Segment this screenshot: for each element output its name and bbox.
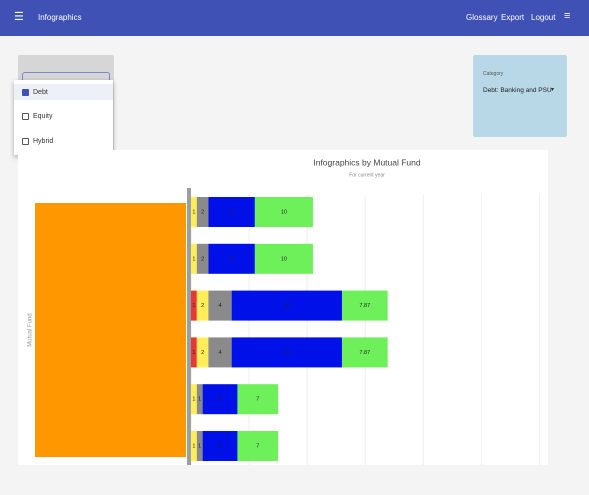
chart-title: Infographics by Mutual Fund	[313, 157, 421, 167]
bar-segment	[202, 431, 238, 461]
bar-segment	[231, 290, 342, 321]
segment-label: 2	[201, 303, 204, 309]
bar-segment	[208, 290, 232, 321]
segment-label: 1	[192, 443, 195, 449]
bar-segment	[231, 337, 342, 368]
bar-segment	[341, 337, 388, 368]
app-title: Infographics	[38, 13, 82, 22]
bar-segment	[237, 384, 279, 415]
nav-link[interactable]: Glossary	[466, 13, 498, 22]
chart-subtitle: For current year	[349, 172, 385, 178]
segment-label: 19	[284, 303, 290, 309]
menu-icon[interactable]: ☰	[14, 11, 24, 23]
segment-label: 1	[192, 397, 195, 403]
segment-label: 7.87	[359, 350, 370, 356]
bar-segment	[196, 290, 209, 321]
checkbox[interactable]	[22, 138, 29, 145]
nav-link[interactable]: Export	[501, 13, 525, 22]
segment-label: 7.87	[359, 303, 370, 309]
segment-label: 2	[201, 256, 204, 262]
segment-label: 10	[281, 209, 287, 215]
bar-segment	[208, 243, 255, 274]
dropdown-menu: Debt Equity Hybrid	[14, 80, 113, 155]
bar-segment	[237, 431, 279, 461]
option-label: Hybrid	[33, 138, 54, 145]
segment-label: 8	[230, 256, 233, 262]
nav-link[interactable]: Logout	[531, 13, 556, 22]
category-card: Category Debt: Banking and PSU ▾	[473, 55, 567, 137]
segment-label: 1	[192, 209, 195, 215]
segment-label: 6	[219, 397, 222, 403]
category-label: Category	[483, 71, 504, 77]
segment-label: 2	[201, 350, 204, 356]
segment-label: 19	[284, 350, 290, 356]
bar-segment	[191, 384, 197, 415]
bar-segment	[254, 243, 313, 274]
bar-segment	[196, 337, 209, 368]
y-axis-label: Mutual Fund	[28, 313, 34, 346]
menu-option[interactable]: Hybrid	[22, 138, 53, 145]
bar-segment	[202, 384, 238, 415]
segment-label: 2	[201, 209, 204, 215]
menu-option[interactable]: Debt	[14, 84, 113, 100]
app-bar: ☰ Infographics Glossary Export Logout ≡	[0, 0, 589, 36]
overlay-block	[35, 203, 186, 457]
segment-label: 7	[256, 397, 259, 403]
bar-segment	[254, 197, 313, 227]
filter-icon[interactable]: ≡	[564, 10, 571, 22]
segment-label: 4	[219, 303, 222, 309]
bar-segment	[191, 290, 197, 321]
bar-segment	[196, 243, 209, 274]
segment-label: 1	[192, 256, 195, 262]
bar-segment	[208, 337, 232, 368]
bar-segment	[191, 197, 197, 227]
bar-segment	[196, 197, 209, 227]
segment-label: 1	[198, 443, 201, 449]
segment-label: 7	[256, 443, 259, 449]
category-value[interactable]: Debt: Banking and PSU	[483, 87, 552, 94]
option-label: Debt	[33, 88, 48, 96]
checkbox[interactable]	[22, 113, 29, 120]
menu-option[interactable]: Equity	[22, 113, 52, 120]
bar-segment	[196, 384, 203, 415]
checkbox[interactable]	[22, 88, 29, 96]
segment-label: 6	[219, 443, 222, 449]
segment-label: 1	[198, 397, 201, 403]
bar-segment	[191, 431, 197, 461]
bar-segment	[191, 337, 197, 368]
segment-label: 8	[230, 209, 233, 215]
segment-label: 10	[281, 256, 287, 262]
segment-label: 1	[192, 350, 195, 356]
bar-segment	[196, 431, 203, 461]
bar-segment	[191, 243, 197, 274]
segment-label: 4	[219, 350, 222, 356]
segment-label: 1	[192, 303, 195, 309]
y-axis	[187, 188, 191, 465]
bar-segment	[341, 290, 388, 321]
bar-segment	[208, 197, 255, 227]
dropdown-arrow: ▾	[551, 87, 555, 93]
option-label: Equity	[33, 113, 53, 120]
